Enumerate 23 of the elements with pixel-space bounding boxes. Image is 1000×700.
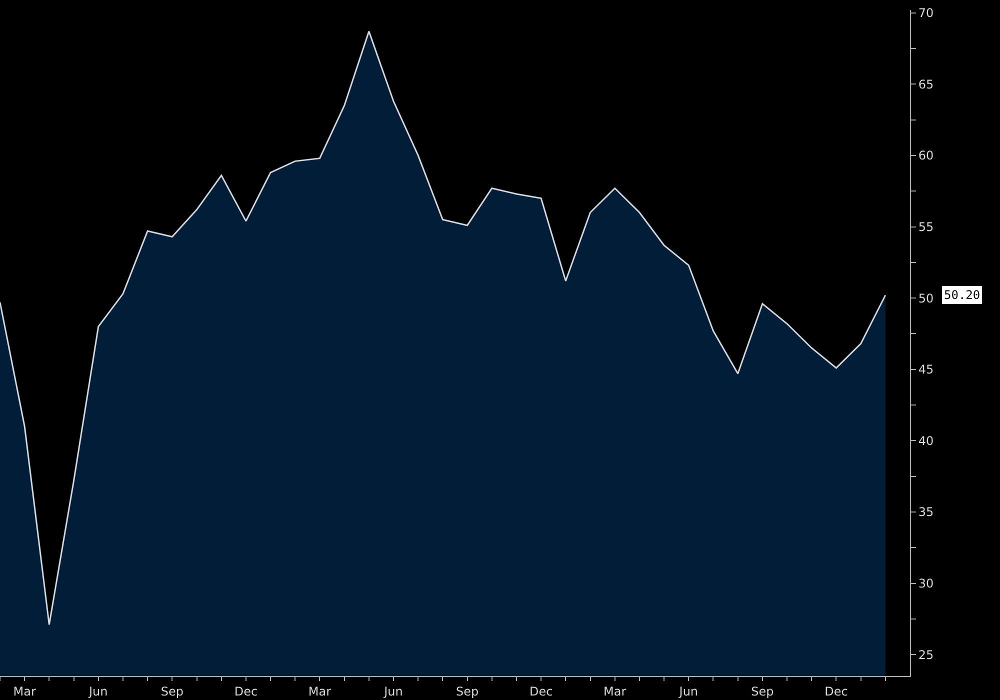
x-tick-label: Dec bbox=[824, 684, 848, 698]
y-tick-label: 50 bbox=[918, 291, 934, 306]
y-tick-label: 55 bbox=[918, 220, 934, 234]
x-tick-label: Mar bbox=[13, 684, 36, 698]
y-tick-label: 60 bbox=[918, 148, 934, 163]
x-tick-label: Jun bbox=[383, 684, 403, 698]
x-tick-label: Jun bbox=[678, 684, 698, 698]
x-tick-label: Jun bbox=[88, 684, 108, 698]
y-tick-label: 35 bbox=[918, 505, 934, 520]
y-tick-label: 25 bbox=[918, 648, 934, 662]
y-tick-label: 30 bbox=[918, 576, 934, 590]
x-tick-label: Mar bbox=[604, 684, 626, 698]
x-tick-label: Sep bbox=[160, 684, 184, 698]
x-tick-label: Sep bbox=[751, 684, 774, 698]
y-tick-label: 40 bbox=[918, 434, 934, 448]
x-tick-label: Dec bbox=[529, 684, 553, 698]
x-tick-label: Sep bbox=[456, 684, 479, 698]
y-tick-label: 70 bbox=[918, 6, 934, 20]
x-tick-label: Dec bbox=[234, 684, 258, 698]
text: 50.20 bbox=[944, 288, 980, 302]
y-tick-label: 65 bbox=[918, 77, 934, 92]
x-tick-label: Mar bbox=[308, 684, 332, 698]
y-tick-label: 45 bbox=[918, 362, 934, 377]
